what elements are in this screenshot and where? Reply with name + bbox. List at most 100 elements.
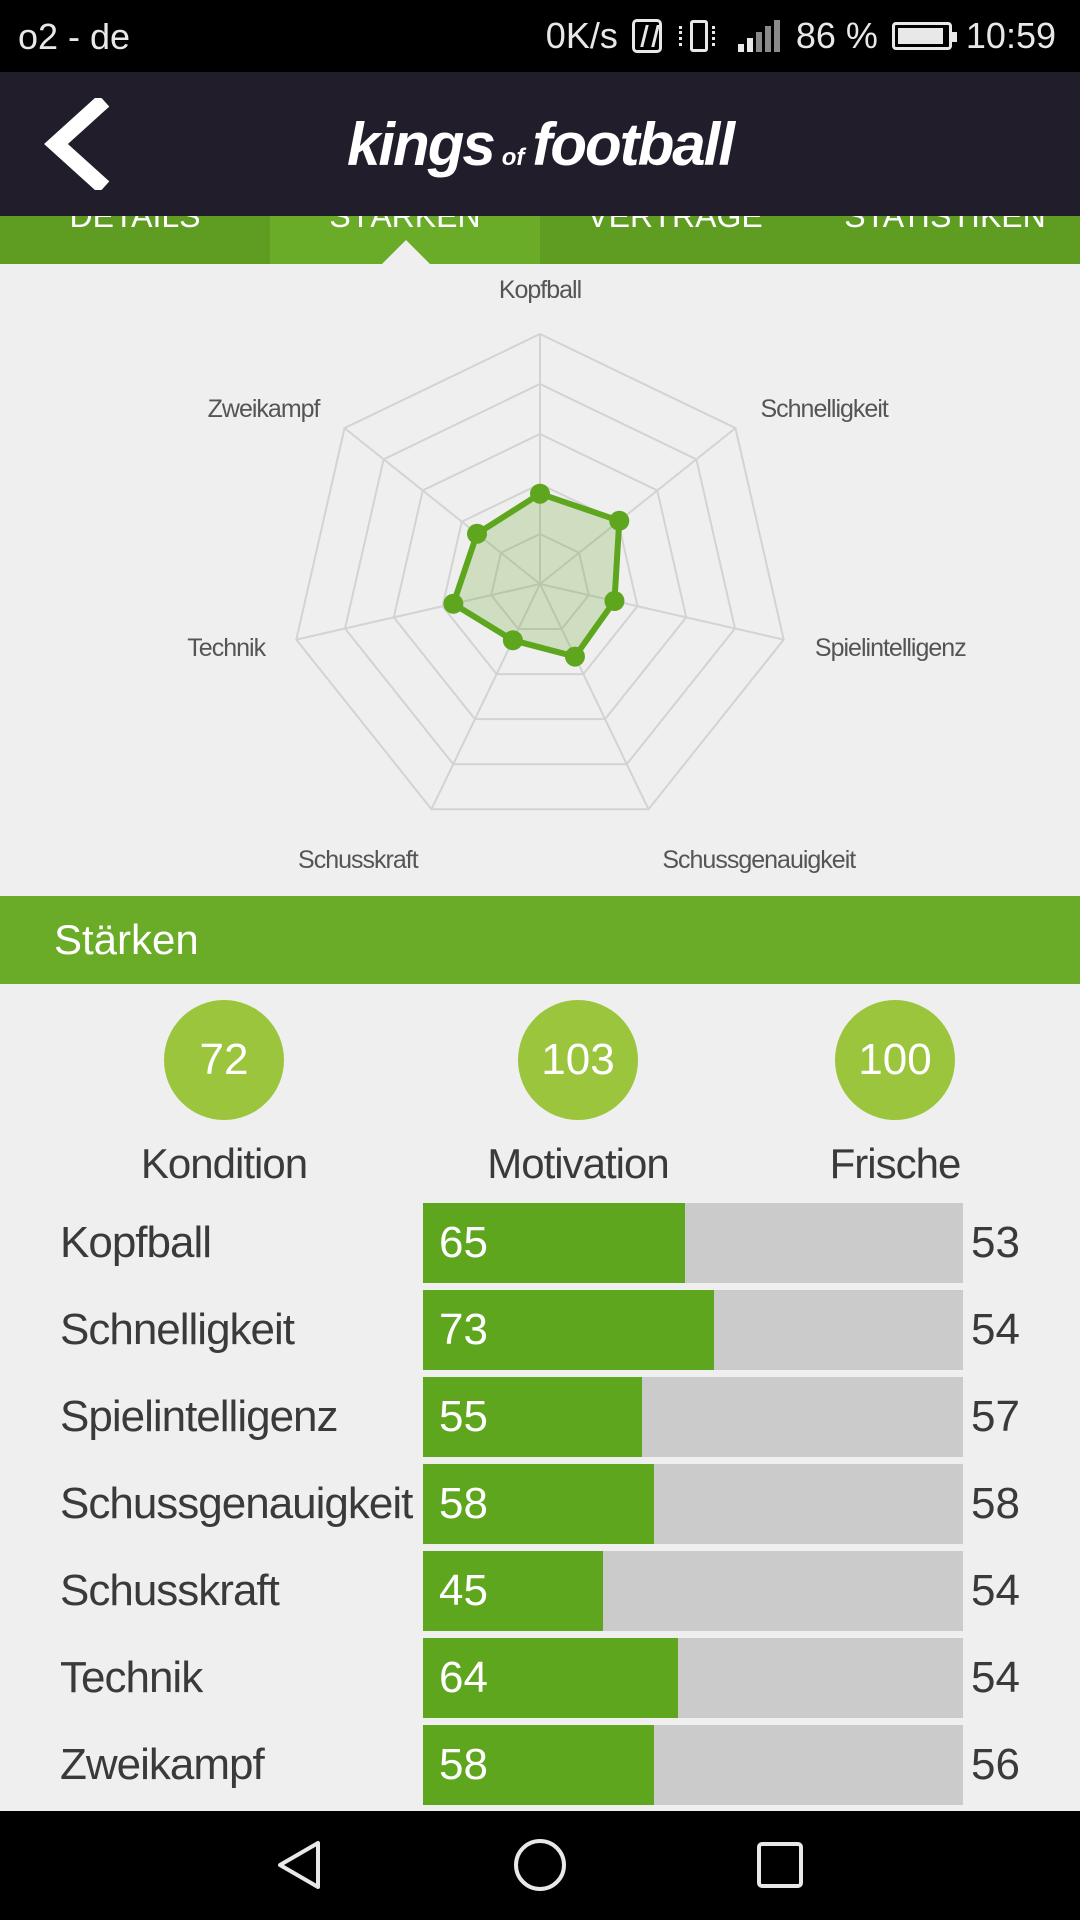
attribute-value: 58 bbox=[439, 1479, 488, 1528]
radar-axis-label: Zweikampf bbox=[208, 395, 321, 423]
back-button[interactable] bbox=[36, 94, 126, 194]
nfc-icon bbox=[631, 19, 662, 53]
attribute-bar-fill bbox=[423, 1725, 655, 1805]
attribute-row: Schussgenauigkeit 58 58 bbox=[0, 1464, 1080, 1544]
radar-axis-label: Technik bbox=[187, 634, 266, 662]
radar-spoke bbox=[430, 583, 541, 810]
radar-ring bbox=[295, 332, 785, 811]
network-speed: 0K/s bbox=[545, 15, 618, 56]
status-icons: 0K/s 86 % 10:59 bbox=[546, 14, 1056, 58]
radar-spoke bbox=[539, 583, 650, 810]
attribute-label: Spielintelligenz bbox=[60, 1392, 339, 1441]
attribute-value: 64 bbox=[439, 1653, 488, 1702]
radar-ring bbox=[392, 432, 688, 721]
attribute-bar-track: 64 bbox=[423, 1638, 963, 1718]
attribute-label: Schusskraft bbox=[60, 1566, 280, 1615]
vibrate-icon bbox=[676, 18, 722, 54]
radar-point-schusskraft bbox=[502, 630, 523, 651]
radar-point-zweikampf bbox=[467, 523, 488, 544]
square-recents-icon bbox=[757, 1842, 803, 1888]
section-header: Stärken bbox=[0, 896, 1080, 984]
radar-chart: Kopfball Schnelligkeit Spielintelligenz Sch… bbox=[0, 264, 1080, 896]
carrier-name: o2 - de bbox=[18, 16, 131, 57]
tab-statistiken[interactable]: Statistiken bbox=[810, 216, 1080, 264]
radar-series-area bbox=[450, 490, 623, 660]
stat-motivation: 103 Motivation bbox=[428, 1000, 728, 1188]
attribute-row: Schusskraft 45 54 bbox=[0, 1551, 1080, 1631]
nav-home-button[interactable] bbox=[510, 1835, 570, 1895]
tab-details-label: Details bbox=[69, 216, 201, 234]
stat-motivation-value: 103 bbox=[518, 1000, 638, 1120]
stat-kondition: 72 Kondition bbox=[74, 1000, 374, 1188]
tab-bar: Details Stärken Verträge Statistiken bbox=[0, 216, 1080, 264]
radar-ring bbox=[490, 532, 590, 631]
radar-spoke bbox=[343, 427, 541, 585]
attribute-compare-value: 54 bbox=[971, 1305, 1020, 1354]
logo-football: football bbox=[532, 111, 735, 178]
active-tab-indicator bbox=[382, 240, 430, 264]
radar-ring bbox=[441, 482, 639, 676]
status-bar: o2 - de 0K/s 86 % 10:59 bbox=[0, 0, 1080, 72]
attribute-label: Kopfball bbox=[60, 1218, 212, 1267]
stat-kondition-value: 72 bbox=[164, 1000, 284, 1120]
attribute-bar-track: 45 bbox=[423, 1551, 963, 1631]
triangle-back-icon bbox=[278, 1841, 320, 1889]
attribute-value: 65 bbox=[439, 1218, 488, 1267]
clock: 10:59 bbox=[965, 15, 1056, 56]
radar-spoke bbox=[539, 427, 737, 585]
tab-statistiken-label: Statistiken bbox=[844, 216, 1046, 234]
attribute-label: Zweikampf bbox=[60, 1740, 265, 1789]
attribute-compare-value: 58 bbox=[971, 1479, 1020, 1528]
nav-back-button[interactable] bbox=[270, 1835, 330, 1895]
attribute-compare-value: 57 bbox=[971, 1392, 1020, 1441]
system-nav-bar bbox=[0, 1811, 1080, 1920]
radar-axis-label: Schussgenauigkeit bbox=[662, 846, 856, 874]
logo-of: of bbox=[501, 144, 525, 171]
attribute-row: Spielintelligenz 55 57 bbox=[0, 1377, 1080, 1457]
attribute-bar-track: 55 bbox=[423, 1377, 963, 1457]
attribute-compare-value: 54 bbox=[971, 1653, 1020, 1702]
attribute-row: Schnelligkeit 73 54 bbox=[0, 1290, 1080, 1370]
nav-recents-button[interactable] bbox=[750, 1835, 810, 1895]
attribute-bar-fill bbox=[423, 1203, 685, 1283]
radar-spoke bbox=[296, 583, 541, 641]
chevron-left-icon bbox=[44, 94, 110, 194]
radar-point-schussgenauigkeit bbox=[564, 646, 585, 667]
stat-frische: 100 Frische bbox=[745, 1000, 1045, 1188]
attribute-compare-value: 53 bbox=[971, 1218, 1020, 1267]
circle-home-icon bbox=[514, 1839, 566, 1891]
radar-point-technik bbox=[443, 593, 464, 614]
attribute-bar-fill bbox=[423, 1290, 715, 1370]
attribute-bar-track: 58 bbox=[423, 1725, 963, 1805]
radar-axis-label: Schnelligkeit bbox=[760, 395, 888, 423]
tab-vertraege[interactable]: Verträge bbox=[540, 216, 810, 264]
tab-details[interactable]: Details bbox=[0, 216, 270, 264]
radar-axis-label: Schusskraft bbox=[298, 846, 419, 874]
radar-point-spielintelligenz bbox=[604, 590, 625, 611]
radar-chart-svg: Kopfball Schnelligkeit Spielintelligenz Sch… bbox=[187, 276, 967, 874]
signal-icon bbox=[736, 18, 782, 54]
attribute-value: 45 bbox=[439, 1566, 488, 1615]
attribute-row: Zweikampf 58 56 bbox=[0, 1725, 1080, 1805]
attribute-bar-track: 58 bbox=[423, 1464, 963, 1544]
battery-percent: 86 % bbox=[795, 15, 878, 56]
attribute-compare-value: 54 bbox=[971, 1566, 1020, 1615]
stat-frische-value: 100 bbox=[835, 1000, 955, 1120]
radar-point-schnelligkeit bbox=[609, 510, 630, 531]
attribute-bar-track: 73 bbox=[423, 1290, 963, 1370]
attribute-value: 55 bbox=[439, 1392, 488, 1441]
attribute-row: Kopfball 65 53 bbox=[0, 1203, 1080, 1283]
attribute-label: Technik bbox=[60, 1653, 203, 1702]
battery-icon bbox=[891, 22, 957, 50]
radar-point-kopfball bbox=[530, 483, 550, 504]
stat-frische-label: Frische bbox=[829, 1140, 962, 1187]
tab-staerken-label: Stärken bbox=[329, 216, 481, 234]
attribute-bar-fill bbox=[423, 1551, 603, 1631]
attribute-label: Schussgenauigkeit bbox=[60, 1479, 413, 1528]
stat-kondition-label: Kondition bbox=[140, 1140, 308, 1187]
attribute-bar-fill bbox=[423, 1377, 643, 1457]
attribute-bar-fill bbox=[423, 1638, 678, 1718]
attribute-bar-track: 65 bbox=[423, 1203, 963, 1283]
attribute-compare-value: 56 bbox=[971, 1740, 1020, 1789]
radar-ring bbox=[343, 382, 737, 766]
